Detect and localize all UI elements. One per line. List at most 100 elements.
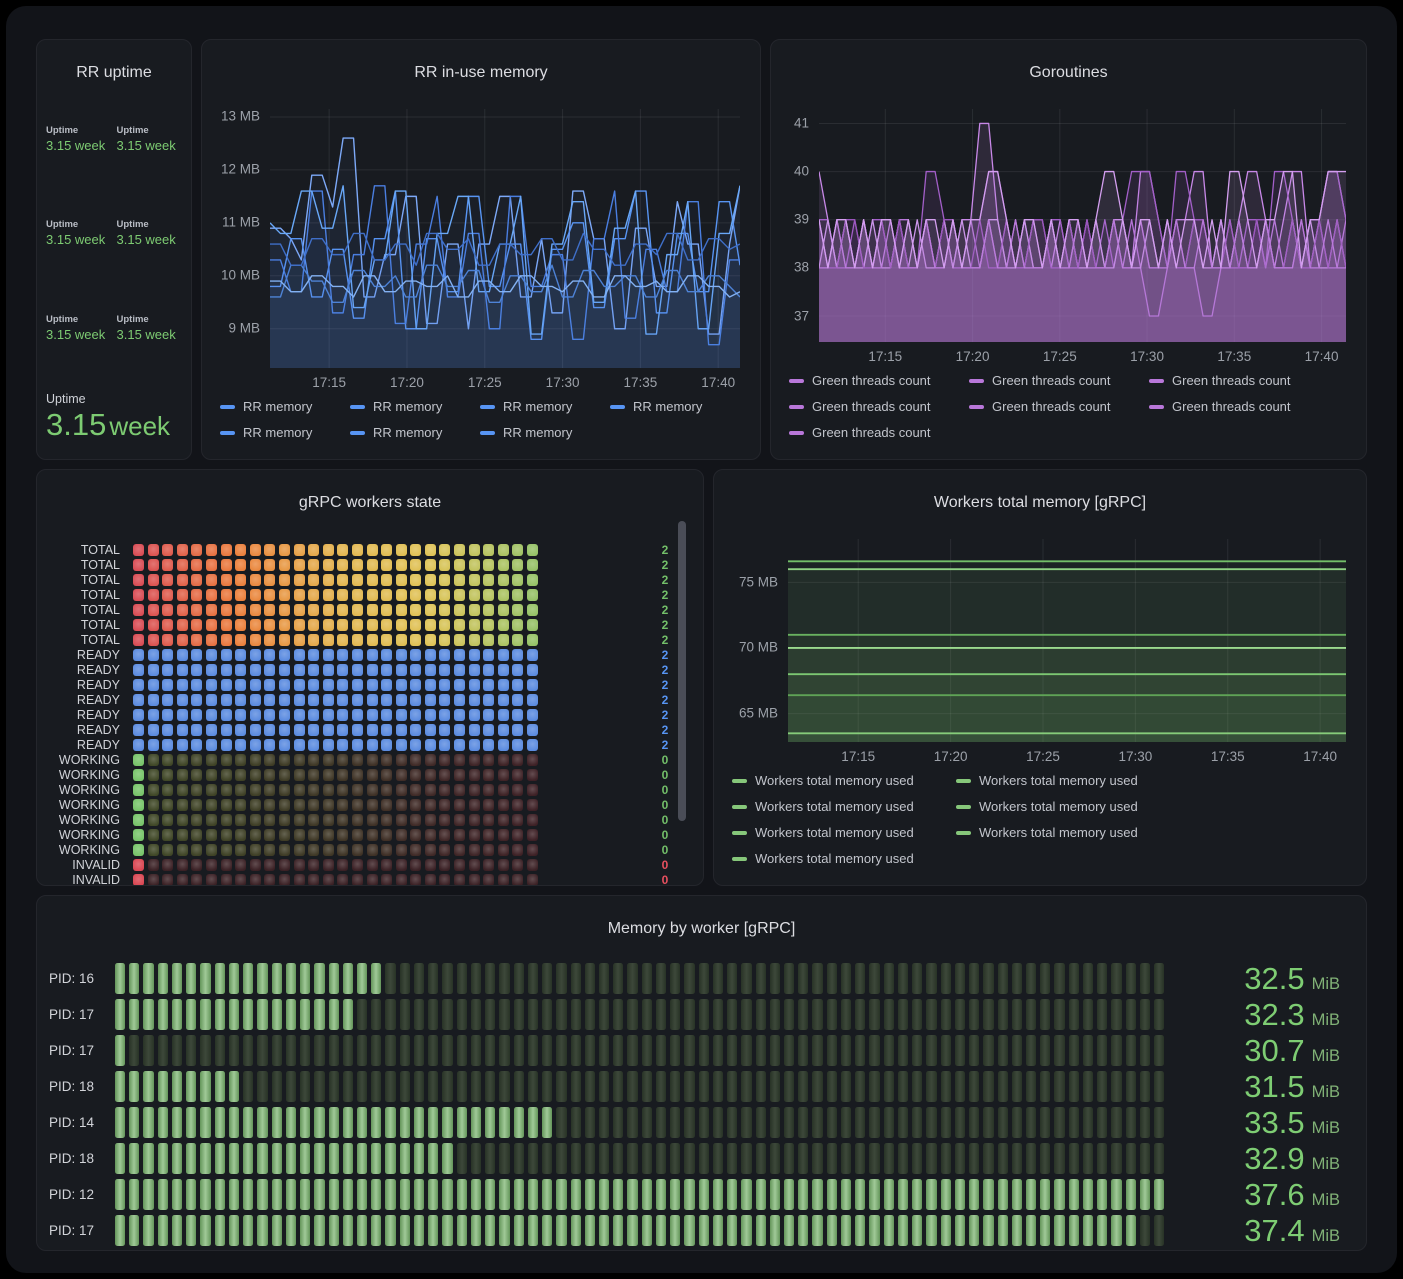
legend-item[interactable]: RR memory [610,399,740,414]
gauge-segment [655,1143,667,1175]
state-cell [366,858,378,872]
gauge-segment [613,999,624,1031]
gauge-segment [328,1071,339,1103]
gauge-segment [769,1071,781,1103]
gauge-segment [115,1107,126,1139]
gauge-segment [356,1071,368,1103]
gauge-segment [470,1143,482,1175]
state-cell [497,843,509,857]
gauge-segment [214,1215,225,1247]
uptime-stat: Uptime 3.15 week [117,203,188,297]
gauge-segment [769,1179,781,1211]
gauge-segment [840,1179,852,1211]
state-cell [424,738,436,752]
gauge-segment [869,1143,880,1175]
gauge-segment [812,963,823,995]
state-cell [308,603,320,617]
legend-item[interactable]: RR memory [350,425,480,440]
state-row-value: 2 [661,693,669,708]
dashboard: RR uptime Uptime 3.15 week Uptime 3.15 week… [36,39,1367,1251]
state-cell [162,783,174,797]
gauge-segment [869,963,880,995]
state-row: TOTAL 2 [37,558,703,573]
legend-item[interactable]: RR memory [350,399,480,414]
legend-item[interactable]: Green threads count [969,399,1149,414]
legend-item-label: Green threads count [992,373,1111,388]
state-cell [468,738,480,752]
legend-item[interactable]: Green threads count [789,373,969,388]
gauge-segment [855,963,866,995]
gauge-segment [257,1143,268,1175]
series-fill [270,185,740,368]
legend-item[interactable]: Green threads count [1149,373,1329,388]
legend-item[interactable]: Green threads count [969,373,1149,388]
state-cell [322,708,334,722]
state-cell [249,573,261,587]
top-row: RR uptime Uptime 3.15 week Uptime 3.15 week… [36,39,1367,460]
gauge-segment [1026,1143,1037,1175]
state-cell [366,768,378,782]
legend-item[interactable]: RR memory [480,399,610,414]
gauge-segment [627,999,638,1031]
series-fill [270,137,740,368]
worker-memory-unit: MiB [1311,1226,1340,1245]
gauge-segment [314,963,325,995]
gauge-segment [143,1107,154,1139]
panel-title-workers-total-memory[interactable]: Workers total memory [gRPC] [933,494,1147,512]
legend-item[interactable]: Green threads count [1149,399,1329,414]
gauge-segment [584,1179,595,1211]
legend-item[interactable]: Workers total memory used [956,799,1180,814]
gauge-segment [997,963,1008,995]
legend-item[interactable]: RR memory [220,399,350,414]
legend-item[interactable]: Green threads count [789,399,969,414]
state-cell [308,678,320,692]
gauge-segment [356,1143,368,1175]
state-cell [454,588,466,602]
state-cell [468,873,480,885]
panel-title-rr-in-use-memory[interactable]: RR in-use memory [414,64,548,82]
state-cell [366,798,378,812]
gauge-segment [855,1143,866,1175]
gauge-segment [371,1215,382,1247]
legend-item[interactable]: Green threads count [789,425,969,440]
state-cell [381,588,393,602]
gauge-segment [570,1071,581,1103]
gauge-segment [613,1215,624,1247]
state-cell [249,693,261,707]
legend-item[interactable]: Workers total memory used [732,773,956,788]
gauge-segment [897,1035,909,1067]
state-cell [308,708,320,722]
legend-item[interactable]: Workers total memory used [732,825,956,840]
gauge-segment [371,1143,382,1175]
panel-title-memory-by-worker[interactable]: Memory by worker [gRPC] [607,920,796,938]
state-cell [337,723,349,737]
panel-title-rr-uptime[interactable]: RR uptime [76,64,152,82]
state-cell [147,843,159,857]
gauge-segment [413,963,425,995]
legend-item[interactable]: RR memory [220,425,350,440]
legend-item[interactable]: Workers total memory used [732,851,956,866]
state-cell [454,558,466,572]
gauge-segment [897,1143,909,1175]
workers-state-scrollbar[interactable] [678,521,686,821]
legend-item[interactable]: Workers total memory used [956,825,1180,840]
gauge-segment [257,1215,268,1247]
state-row-value: 0 [661,798,669,813]
legend-item[interactable]: Workers total memory used [732,799,956,814]
legend-item[interactable]: Workers total memory used [956,773,1180,788]
state-cell [191,633,203,647]
state-cell [278,603,290,617]
panel-title-goroutines[interactable]: Goroutines [1029,64,1108,82]
gauge-segment [186,999,197,1031]
state-cell [162,798,174,812]
state-cell [293,873,305,885]
uptime-stat: Uptime 3.15 week [46,203,117,297]
state-cell [410,648,422,662]
series-fill [819,219,1346,342]
state-cell [395,873,407,885]
state-cell [133,738,144,752]
panel-title-grpc-workers-state[interactable]: gRPC workers state [298,494,442,512]
gauge-segment [399,1179,410,1211]
gauge-segment [641,963,652,995]
legend-item[interactable]: RR memory [480,425,610,440]
